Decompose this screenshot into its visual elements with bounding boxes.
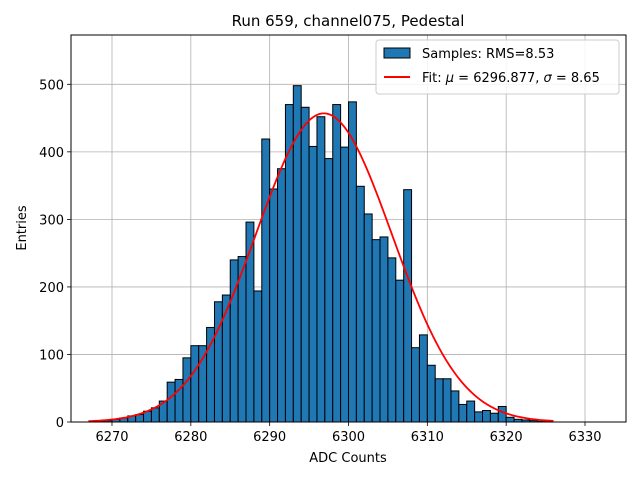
histogram-bar [324, 158, 334, 423]
histogram-bar [253, 290, 263, 423]
x-tick-label: 6300 [332, 430, 365, 445]
histogram-bar [418, 334, 428, 423]
histogram-bar [206, 326, 215, 423]
histogram-bar [371, 239, 381, 423]
histogram-bar [277, 168, 286, 423]
y-tick-label: 300 [39, 213, 64, 228]
histogram-bar [482, 410, 491, 423]
x-tick-label: 6290 [253, 430, 286, 445]
histogram-bar [466, 400, 476, 423]
y-axis-label: Entries [15, 205, 30, 251]
histogram-bar [166, 381, 176, 423]
x-axis-ticks: 6270 6280 6290 6300 6310 6320 6330 [95, 422, 602, 445]
histogram-bar [434, 378, 444, 423]
gaussian-fit-curve [88, 112, 554, 423]
histogram-bar [458, 403, 468, 423]
chart-title: Run 659, channel075, Pedestal [232, 12, 465, 30]
histogram-bar [316, 116, 326, 423]
histogram-bar [355, 185, 365, 423]
histogram-bar [190, 345, 200, 423]
histogram-bar [450, 390, 460, 423]
x-tick-label: 6320 [490, 430, 523, 445]
x-tick-label: 6270 [95, 430, 128, 445]
histogram-bar [348, 101, 357, 423]
histogram-bar [497, 405, 507, 423]
histogram-bar [363, 213, 373, 423]
histogram-bar [340, 146, 350, 423]
histogram-bar [261, 138, 271, 423]
histogram-bar [308, 145, 318, 423]
x-tick-label: 6310 [411, 430, 444, 445]
histogram-bar [505, 416, 515, 423]
x-tick-label: 6280 [174, 430, 207, 445]
histogram-bar [387, 257, 397, 423]
x-tick-label: 6330 [568, 430, 601, 445]
histogram-bar [489, 412, 499, 423]
y-tick-label: 200 [39, 281, 64, 296]
histogram-bar [426, 364, 436, 423]
y-tick-label: 100 [39, 348, 64, 363]
histogram-bar [269, 188, 279, 423]
histogram-bar [403, 189, 413, 423]
histogram-bar [150, 407, 160, 423]
histogram-bar [332, 104, 342, 423]
legend-swatch-samples [383, 47, 411, 59]
histogram-bar [411, 347, 420, 423]
legend: Samples: RMS=8.53 Fit: μ = 6296.877, σ =… [375, 39, 620, 95]
x-axis-label: ADC Counts [309, 451, 387, 466]
histogram-bar [213, 301, 223, 423]
histogram-bar [395, 279, 405, 423]
histogram-bar [300, 106, 310, 423]
legend-label-fit: Fit: μ = 6296.877, σ = 8.65 [422, 71, 600, 86]
y-tick-label: 400 [39, 146, 64, 161]
histogram-bar [442, 378, 452, 423]
fit-curve-group [88, 112, 554, 423]
y-tick-label: 0 [56, 416, 64, 431]
legend-label-samples: Samples: RMS=8.53 [422, 47, 554, 62]
histogram-bar [474, 411, 484, 423]
histogram-bar [182, 357, 192, 423]
legend-box [375, 39, 620, 95]
y-tick-label: 500 [39, 78, 64, 93]
y-axis-ticks: 0 100 200 300 400 500 [39, 78, 71, 431]
histogram-bar [221, 294, 231, 423]
histogram-bar [379, 236, 389, 423]
histogram-bars [95, 85, 547, 423]
